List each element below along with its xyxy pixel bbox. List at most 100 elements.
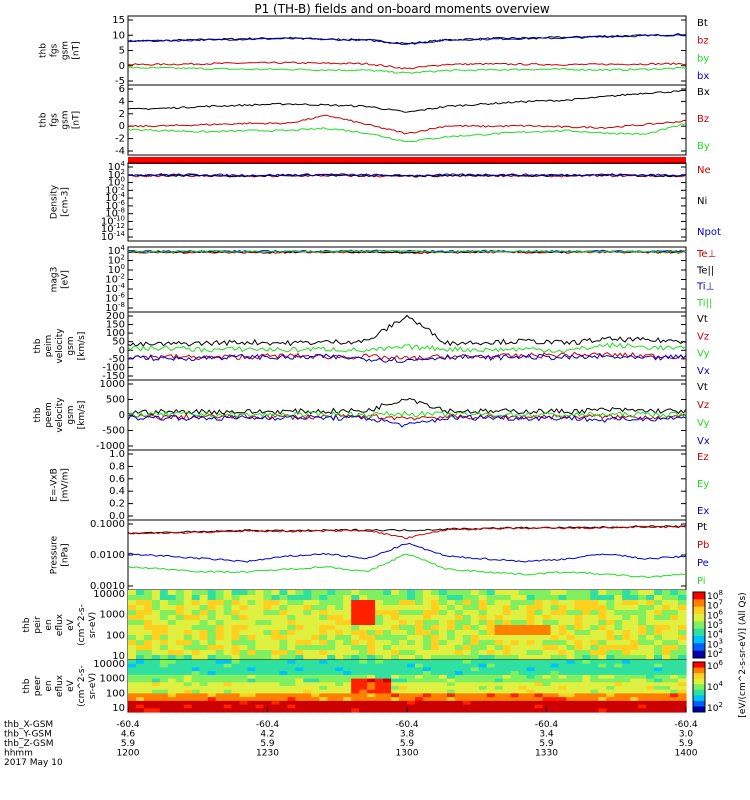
- heatmap-cell: [438, 686, 448, 691]
- heatmap-cell: [662, 660, 671, 665]
- heatmap-cell: [630, 704, 639, 709]
- heatmap-cell: [151, 610, 161, 616]
- panel-frame: [127, 449, 687, 521]
- heatmap-cell: [470, 605, 480, 611]
- heatmap-cell: [518, 620, 528, 626]
- heatmap-cell: [191, 693, 201, 698]
- heatmap-cell: [534, 610, 544, 616]
- x-row-name: hhmm: [4, 749, 33, 759]
- heatmap-cell: [598, 645, 607, 651]
- heatmap-cell: [510, 682, 520, 687]
- heatmap-cell: [518, 671, 528, 676]
- heatmap-cell: [327, 645, 336, 651]
- heatmap-cell: [486, 615, 496, 621]
- y-tick-label: 200: [106, 311, 125, 322]
- heatmap-cell: [207, 671, 217, 676]
- heatmap-cell: [239, 595, 249, 601]
- heatmap-cell: [654, 625, 663, 631]
- heatmap-cell: [239, 600, 249, 606]
- heatmap-cell: [303, 674, 312, 680]
- heatmap-cell: [128, 686, 137, 691]
- heatmap-cell: [159, 678, 169, 683]
- heatmap-cell: [239, 674, 249, 680]
- legend-bz: Bz: [697, 114, 709, 125]
- heatmap-cell: [638, 655, 647, 661]
- heatmap-cell: [255, 605, 265, 611]
- heatmap-cell: [287, 700, 296, 706]
- heatmap-cell: [231, 645, 241, 651]
- heatmap-cell: [654, 645, 663, 651]
- heatmap-cell: [167, 697, 177, 702]
- x-tick-value: 1330: [535, 749, 558, 759]
- heatmap-cell: [247, 620, 257, 626]
- heatmap-cell: [327, 689, 336, 694]
- heatmap-cell: [159, 655, 169, 661]
- heatmap-cell: [143, 620, 153, 626]
- heatmap-cell: [231, 655, 241, 661]
- heatmap-cell: [654, 660, 663, 665]
- heatmap-cell: [550, 655, 560, 661]
- heatmap-cell: [151, 686, 161, 691]
- heatmap-cell: [518, 704, 528, 709]
- heatmap-cell: [191, 645, 201, 651]
- heatmap-cell: [279, 610, 289, 616]
- heatmap-cell: [630, 678, 639, 683]
- heatmap-cell: [335, 590, 344, 596]
- heatmap-cell: [446, 660, 456, 665]
- legend-pb: Pb: [697, 540, 709, 551]
- heatmap-cell: [415, 686, 424, 691]
- heatmap-cell: [534, 600, 544, 606]
- heatmap-cell: [630, 640, 639, 646]
- heatmap-cell: [438, 663, 448, 668]
- heatmap-cell: [311, 708, 320, 713]
- heatmap-cell: [534, 693, 544, 698]
- heatmap-cell: [375, 674, 384, 680]
- heatmap-cell: [255, 615, 265, 621]
- heatmap-cell: [343, 630, 352, 636]
- heatmap-cell: [518, 686, 528, 691]
- heatmap-cell: [239, 625, 249, 631]
- heatmap-cell: [646, 686, 655, 691]
- heatmap-cell: [359, 693, 368, 698]
- heatmap-cell: [574, 590, 583, 596]
- y-tick-label: 104: [108, 244, 126, 257]
- heatmap-cell: [311, 697, 320, 702]
- heatmap-cell: [494, 625, 504, 631]
- heatmap-cell: [335, 693, 344, 698]
- heatmap-cell: [574, 640, 583, 646]
- heatmap-cell: [558, 645, 568, 651]
- heatmap-cell: [678, 682, 687, 687]
- heatmap-cell: [630, 671, 639, 676]
- heatmap-cell: [446, 686, 456, 691]
- heatmap-cell: [670, 678, 679, 683]
- heatmap-cell: [311, 620, 320, 626]
- legend-bx: bx: [697, 71, 709, 82]
- heatmap-cell: [566, 645, 575, 651]
- heatmap-cell: [199, 590, 209, 596]
- heatmap-cell: [646, 605, 655, 611]
- heatmap-cell: [598, 708, 607, 713]
- heatmap-cell: [215, 663, 225, 668]
- heatmap-cell: [167, 693, 177, 698]
- heatmap-cell: [470, 590, 480, 596]
- y-axis-label: eflux: [55, 674, 65, 697]
- heatmap-cell: [446, 700, 456, 706]
- heatmap-cell: [327, 655, 336, 661]
- heatmap-cell: [383, 697, 392, 702]
- heatmap-cell: [367, 635, 376, 641]
- heatmap-cell: [327, 650, 336, 656]
- heatmap-cell: [175, 693, 185, 698]
- x-tick-value: -60.4: [535, 720, 559, 730]
- heatmap-cell: [622, 678, 631, 683]
- colorbar-cell: [693, 614, 705, 622]
- heatmap-cell: [399, 663, 408, 668]
- heatmap-cell: [518, 682, 528, 687]
- heatmap-cell: [582, 635, 591, 641]
- y-axis-label: [nT]: [72, 41, 82, 59]
- heatmap-cell: [526, 605, 536, 611]
- heatmap-cell: [223, 674, 233, 680]
- colorbar-cell: [693, 636, 705, 644]
- heatmap-cell: [662, 640, 671, 646]
- heatmap-cell: [454, 663, 464, 668]
